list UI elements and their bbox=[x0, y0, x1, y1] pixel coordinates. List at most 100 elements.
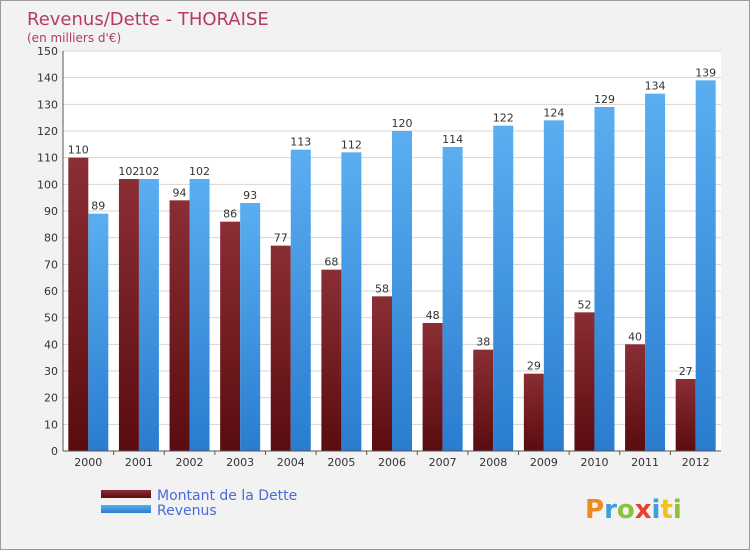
y-tick-label: 20 bbox=[44, 392, 58, 405]
data-label: 113 bbox=[290, 136, 311, 149]
y-tick-label: 120 bbox=[37, 125, 58, 138]
data-label: 86 bbox=[223, 208, 237, 221]
bar-revenus bbox=[341, 152, 362, 452]
x-tick-label: 2003 bbox=[226, 456, 254, 469]
legend: Montant de la Dette Revenus bbox=[101, 488, 297, 519]
x-tick-label: 2005 bbox=[327, 456, 355, 469]
logo-letter: P bbox=[585, 495, 604, 525]
logo-letter: x bbox=[635, 495, 652, 525]
x-tick-label: 2011 bbox=[631, 456, 659, 469]
bar-revenus bbox=[189, 179, 210, 451]
bar-dette bbox=[321, 269, 342, 451]
bar-dette bbox=[169, 200, 190, 451]
x-axis: 2000 2001 2002 2003 2004 2005 2006 2007 2008 2009… bbox=[63, 450, 721, 469]
data-label: 102 bbox=[118, 165, 139, 178]
bar-revenus bbox=[695, 80, 716, 451]
data-label: 52 bbox=[577, 298, 591, 311]
data-label: 38 bbox=[476, 336, 490, 349]
data-label: 29 bbox=[527, 360, 541, 373]
data-label: 124 bbox=[543, 106, 564, 119]
bar-dette bbox=[68, 157, 89, 451]
bar-dette bbox=[473, 349, 494, 451]
data-label: 77 bbox=[274, 232, 288, 245]
data-label: 114 bbox=[442, 133, 463, 146]
bar-revenus bbox=[442, 147, 463, 451]
y-tick-label: 10 bbox=[44, 418, 58, 431]
data-label: 94 bbox=[173, 186, 187, 199]
y-tick-label: 100 bbox=[37, 178, 58, 191]
x-tick-label: 2001 bbox=[125, 456, 153, 469]
data-label: 58 bbox=[375, 282, 389, 295]
bar-dette bbox=[625, 344, 646, 451]
y-tick-label: 90 bbox=[44, 205, 58, 218]
proxiti-logo: Proxiti bbox=[585, 495, 682, 525]
bar-dette bbox=[675, 379, 696, 451]
data-label: 122 bbox=[493, 112, 514, 125]
bar-revenus bbox=[392, 131, 412, 451]
bar-revenus bbox=[594, 107, 615, 451]
y-tick-label: 50 bbox=[44, 312, 58, 325]
logo-letter: t bbox=[660, 495, 672, 525]
data-label: 120 bbox=[392, 117, 413, 130]
logo-letter: o bbox=[617, 495, 635, 525]
x-tick-label: 2008 bbox=[479, 456, 507, 469]
y-tick-label: 110 bbox=[37, 152, 58, 165]
y-tick-label: 80 bbox=[44, 232, 58, 245]
bar-dette bbox=[270, 245, 291, 451]
bar-revenus bbox=[138, 179, 159, 451]
y-tick-label: 30 bbox=[44, 365, 58, 378]
y-tick-label: 150 bbox=[37, 45, 58, 58]
bar-dette bbox=[372, 296, 392, 451]
y-axis: 0 10 20 30 40 50 60 70 80 90 100 110 120 130 140 150 bbox=[37, 45, 64, 458]
bar-revenus bbox=[493, 125, 514, 452]
x-tick-label: 2002 bbox=[176, 456, 204, 469]
y-tick-label: 70 bbox=[44, 258, 58, 271]
chart-subtitle: (en milliers d'€) bbox=[27, 31, 121, 45]
x-tick-label: 2010 bbox=[580, 456, 608, 469]
bar-revenus bbox=[543, 120, 564, 451]
data-label: 134 bbox=[645, 80, 666, 93]
data-label: 27 bbox=[679, 365, 693, 378]
y-tick-label: 130 bbox=[37, 98, 58, 111]
legend-label-revenus: Revenus bbox=[157, 503, 217, 519]
data-label: 110 bbox=[68, 144, 89, 157]
x-tick-label: 2006 bbox=[378, 456, 406, 469]
chart-title: Revenus/Dette - THORAISE bbox=[27, 9, 269, 30]
bar-revenus bbox=[88, 213, 109, 451]
bar-dette bbox=[523, 373, 544, 451]
x-tick-label: 2009 bbox=[530, 456, 558, 469]
data-label: 102 bbox=[189, 165, 210, 178]
data-label: 68 bbox=[324, 256, 338, 269]
x-tick-label: 2000 bbox=[74, 456, 102, 469]
y-tick-label: 140 bbox=[37, 72, 58, 85]
logo-letter: r bbox=[604, 495, 617, 525]
legend-label-debt: Montant de la Dette bbox=[157, 488, 297, 504]
data-label: 89 bbox=[91, 200, 105, 213]
bar-dette bbox=[220, 221, 241, 451]
bar-revenus bbox=[240, 203, 261, 451]
data-label: 139 bbox=[695, 66, 716, 79]
x-tick-label: 2012 bbox=[682, 456, 710, 469]
logo-letter: i bbox=[673, 495, 682, 525]
data-label: 112 bbox=[341, 138, 362, 151]
bars-layer bbox=[68, 80, 716, 452]
bar-dette bbox=[422, 323, 443, 451]
x-tick-label: 2007 bbox=[429, 456, 457, 469]
y-tick-label: 0 bbox=[51, 445, 58, 458]
data-label: 48 bbox=[426, 309, 440, 322]
y-tick-label: 60 bbox=[44, 285, 58, 298]
y-tick-label: 40 bbox=[44, 338, 58, 351]
bar-revenus bbox=[645, 93, 666, 452]
legend-swatch-revenus bbox=[101, 505, 151, 513]
bar-revenus bbox=[290, 149, 311, 451]
data-label: 129 bbox=[594, 93, 615, 106]
logo-letter: i bbox=[652, 495, 661, 525]
bar-dette bbox=[118, 179, 139, 451]
bar-dette bbox=[574, 312, 595, 451]
data-label: 40 bbox=[628, 330, 642, 343]
legend-swatch-debt bbox=[101, 490, 151, 498]
x-tick-label: 2004 bbox=[277, 456, 305, 469]
